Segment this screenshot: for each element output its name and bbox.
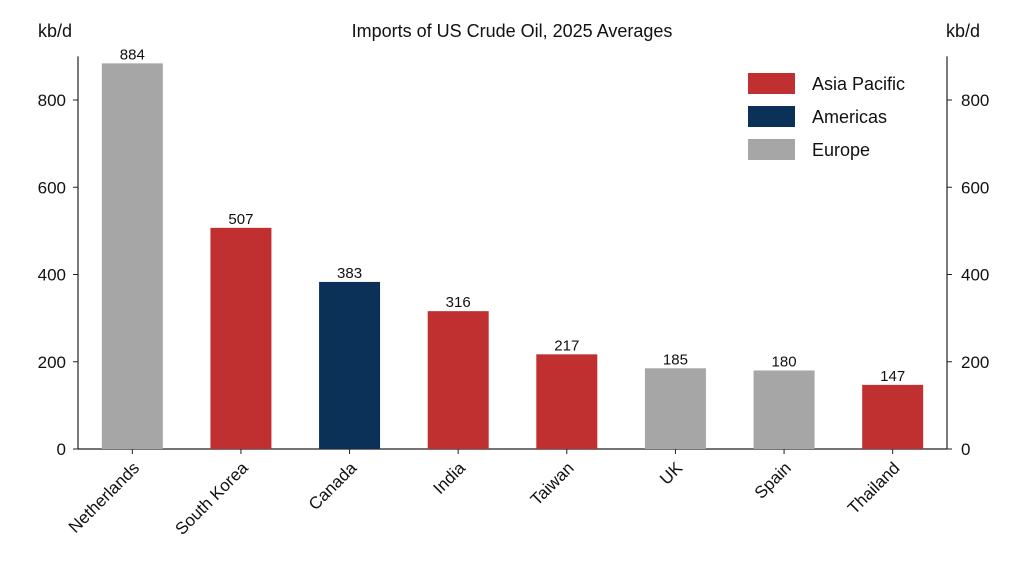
right-y-tick-label: 600: [961, 178, 989, 197]
data-label: 180: [772, 353, 797, 370]
right-y-tick-label: 200: [961, 353, 989, 372]
left-y-tick-label: 0: [57, 440, 66, 459]
x-tick-label: South Korea: [171, 458, 252, 539]
x-tick-label: Canada: [305, 458, 361, 514]
right-y-tick-label: 800: [961, 91, 989, 110]
legend-swatch: [748, 139, 795, 160]
left-y-tick-label: 800: [38, 91, 66, 110]
data-label: 884: [120, 46, 145, 63]
bar-canada: [319, 281, 381, 449]
right-axis-unit: kb/d: [946, 21, 980, 41]
legend-swatch: [748, 73, 795, 94]
x-tick-label: Netherlands: [65, 458, 143, 536]
left-y-tick-label: 600: [38, 178, 66, 197]
legend-label: Asia Pacific: [812, 74, 905, 94]
x-tick-label: Taiwan: [527, 458, 578, 509]
bar-india: [427, 311, 489, 449]
x-tick-label: Thailand: [844, 458, 904, 518]
right-y-tick-label: 0: [961, 440, 970, 459]
bar-netherlands: [101, 63, 163, 449]
legend-swatch: [748, 106, 795, 127]
data-label: 147: [880, 368, 905, 385]
data-label: 217: [554, 337, 579, 354]
data-label: 316: [446, 294, 471, 311]
x-tick-label: Spain: [751, 458, 795, 502]
bar-spain: [753, 370, 815, 449]
bar-uk: [644, 368, 706, 449]
legend-label: Europe: [812, 140, 870, 160]
data-label: 507: [228, 211, 253, 228]
legend-label: Americas: [812, 107, 887, 127]
bar-taiwan: [536, 354, 598, 449]
data-label: 185: [663, 351, 688, 368]
left-y-tick-label: 400: [38, 266, 66, 285]
right-y-tick-label: 400: [961, 266, 989, 285]
x-tick-label: India: [430, 458, 470, 498]
bar-thailand: [862, 384, 924, 449]
data-label: 383: [337, 265, 362, 282]
x-tick-label: UK: [656, 458, 687, 489]
left-y-tick-label: 200: [38, 353, 66, 372]
chart-title: Imports of US Crude Oil, 2025 Averages: [352, 21, 673, 41]
bar-south-korea: [210, 227, 272, 449]
left-axis-unit: kb/d: [38, 21, 72, 41]
